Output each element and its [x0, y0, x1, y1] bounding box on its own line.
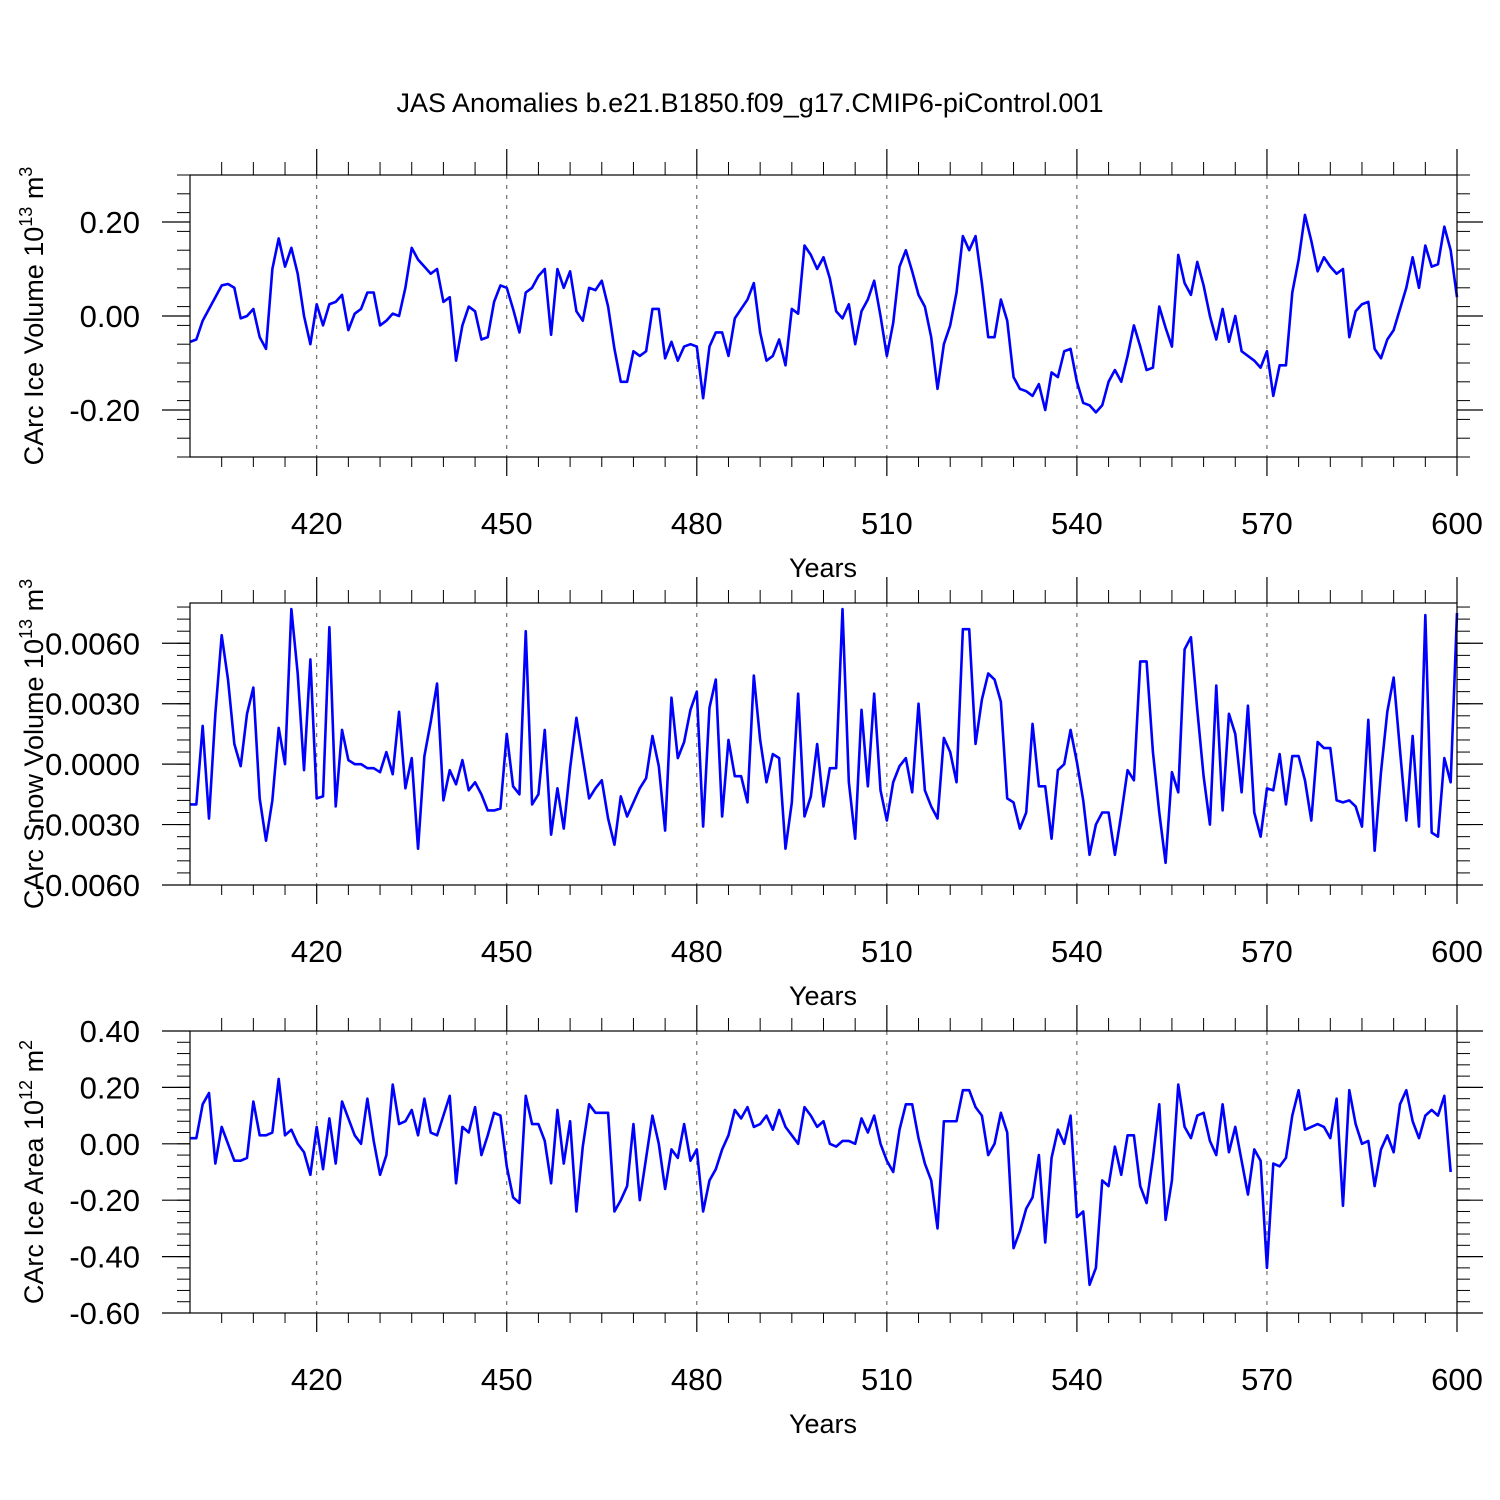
x-tick-label: 450: [481, 506, 533, 541]
y-tick-label: -0.40: [69, 1240, 140, 1275]
x-tick-label: 510: [861, 934, 913, 969]
x-tick-label: 540: [1051, 506, 1103, 541]
panel-ice-volume: 420 450 480 510 540 570 600 -0.20 0.00 0.20 Years C…: [16, 149, 1483, 583]
figure-title: JAS Anomalies b.e21.B1850.f09_g17.CMIP6-…: [397, 88, 1104, 118]
x-axis-label: Years: [789, 981, 857, 1011]
y-tick-label: 0.20: [80, 1070, 140, 1105]
x-tick-label: 450: [481, 1362, 533, 1397]
y-tick-label: 0.20: [80, 205, 140, 240]
y-tick-label: -0.20: [69, 393, 140, 428]
y-axis-label: CArc Snow Volume 1013 m3: [16, 579, 49, 909]
x-tick-label: 600: [1431, 506, 1483, 541]
x-tick-label: 600: [1431, 934, 1483, 969]
series-line: [190, 1077, 1452, 1287]
x-tick-label: 570: [1241, 934, 1293, 969]
y-axis-label: CArc Ice Area 1012 m2: [16, 1040, 49, 1304]
y-tick-label: 0.00: [80, 1127, 140, 1162]
y-tick-label: 0.0000: [45, 747, 140, 782]
y-tick-label: 0.40: [80, 1014, 140, 1049]
x-axis-label: Years: [789, 1409, 857, 1439]
x-tick-label: 510: [861, 506, 913, 541]
x-tick-label: 420: [291, 1362, 343, 1397]
x-tick-label: 570: [1241, 1362, 1293, 1397]
y-tick-label: -0.0060: [35, 868, 140, 903]
y-tick-label: 0.0030: [45, 687, 140, 722]
x-tick-label: 480: [671, 506, 723, 541]
x-tick-label: 480: [671, 934, 723, 969]
x-axis-label: Years: [789, 553, 857, 583]
x-tick-label: 540: [1051, 1362, 1103, 1397]
series-line: [189, 213, 1459, 414]
x-tick-label: 570: [1241, 506, 1293, 541]
x-tick-label: 450: [481, 934, 533, 969]
x-tick-label: 420: [291, 934, 343, 969]
y-tick-label: 0.00: [80, 299, 140, 334]
x-tick-label: 480: [671, 1362, 723, 1397]
series-line: [190, 607, 1459, 865]
y-axis-label: CArc Ice Volume 1013 m3: [16, 167, 49, 466]
y-tick-label: 0.0060: [45, 626, 140, 661]
x-tick-label: 420: [291, 506, 343, 541]
panel-ice-area: 420 450 480 510 540 570 600 -0.60 -0.40 -0.20 0.00…: [16, 1005, 1483, 1439]
y-tick-label: -0.60: [69, 1296, 140, 1331]
panel-snow-volume: 420 450 480 510 540 570 600 -0.0060 -0.0030 0.000…: [16, 577, 1483, 1011]
y-tick-label: -0.0030: [35, 808, 140, 843]
x-tick-label: 540: [1051, 934, 1103, 969]
x-tick-label: 510: [861, 1362, 913, 1397]
x-tick-label: 600: [1431, 1362, 1483, 1397]
y-tick-label: -0.20: [69, 1183, 140, 1218]
